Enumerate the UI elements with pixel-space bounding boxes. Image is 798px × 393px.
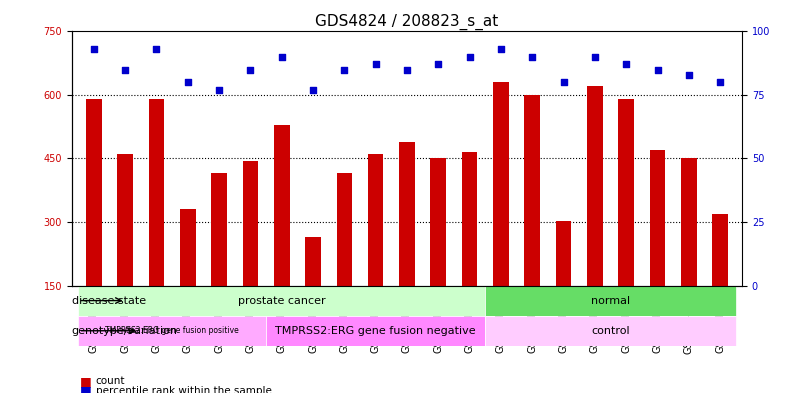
Point xyxy=(620,61,633,68)
Point xyxy=(682,72,695,78)
Point xyxy=(432,61,444,68)
Bar xyxy=(148,99,164,285)
FancyBboxPatch shape xyxy=(78,316,266,346)
Point xyxy=(306,87,319,93)
Bar xyxy=(713,213,728,285)
Point xyxy=(212,87,225,93)
Point xyxy=(401,66,413,73)
Text: count: count xyxy=(96,376,125,386)
Bar xyxy=(462,152,477,285)
Bar xyxy=(555,221,571,285)
Text: ■: ■ xyxy=(80,375,92,388)
Bar xyxy=(274,125,290,285)
Bar xyxy=(493,82,509,285)
Point xyxy=(495,46,508,52)
Text: normal: normal xyxy=(591,296,630,306)
Bar xyxy=(117,154,133,285)
Point xyxy=(557,79,570,85)
Text: ■: ■ xyxy=(80,384,92,393)
Bar xyxy=(243,161,259,285)
Point xyxy=(526,54,539,60)
Bar xyxy=(430,158,446,285)
Title: GDS4824 / 208823_s_at: GDS4824 / 208823_s_at xyxy=(315,14,499,30)
Bar xyxy=(524,95,540,285)
Bar xyxy=(650,150,666,285)
Bar xyxy=(211,173,227,285)
Text: genotype/variation: genotype/variation xyxy=(72,326,178,336)
Point xyxy=(369,61,382,68)
Text: disease state: disease state xyxy=(72,296,146,306)
FancyBboxPatch shape xyxy=(78,285,485,316)
Text: prostate cancer: prostate cancer xyxy=(238,296,326,306)
Point xyxy=(87,46,100,52)
FancyBboxPatch shape xyxy=(485,316,736,346)
Point xyxy=(119,66,132,73)
Text: percentile rank within the sample: percentile rank within the sample xyxy=(96,386,271,393)
Point xyxy=(244,66,257,73)
Point xyxy=(651,66,664,73)
Bar xyxy=(399,141,415,285)
Bar xyxy=(618,99,634,285)
Point xyxy=(464,54,476,60)
Point xyxy=(275,54,288,60)
Bar xyxy=(368,154,384,285)
Text: control: control xyxy=(591,326,630,336)
FancyBboxPatch shape xyxy=(485,285,736,316)
Bar xyxy=(86,99,101,285)
FancyBboxPatch shape xyxy=(266,316,485,346)
Bar xyxy=(180,209,196,285)
Point xyxy=(150,46,163,52)
Point xyxy=(714,79,727,85)
Point xyxy=(338,66,350,73)
Text: TMPRSS2:ERG gene fusion positive: TMPRSS2:ERG gene fusion positive xyxy=(105,326,239,335)
Bar xyxy=(337,173,352,285)
Bar xyxy=(587,86,602,285)
Bar xyxy=(305,237,321,285)
Bar xyxy=(681,158,697,285)
Text: TMPRSS2:ERG gene fusion negative: TMPRSS2:ERG gene fusion negative xyxy=(275,326,476,336)
Point xyxy=(181,79,194,85)
Point xyxy=(589,54,602,60)
